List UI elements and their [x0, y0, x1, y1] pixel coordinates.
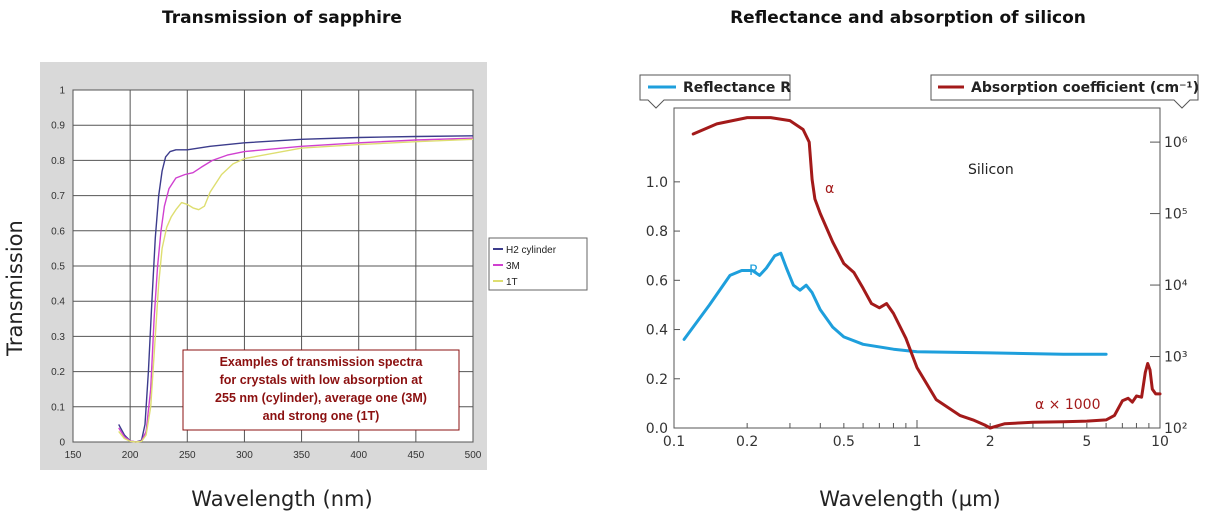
- legend-label-1t: 1T: [506, 277, 518, 288]
- series-line-1t: [118, 138, 474, 443]
- sapphire-annotation: Examples of transmission spectra for cry…: [182, 349, 460, 431]
- sapphire-chart: Transmission of sapphire 150 200 250 300 350…: [3, 8, 588, 511]
- x-tick-label: 10: [1151, 434, 1169, 450]
- sapphire-legend: H2 cylinder 3M 1T: [488, 237, 588, 291]
- annotation-line-3: 255 nm (cylinder), average one (3M): [215, 391, 427, 405]
- annotation-line-1: Examples of transmission spectra: [220, 355, 424, 369]
- silicon-x-axis-title: Wavelength (µm): [819, 487, 1000, 511]
- x-tick-label: 150: [65, 450, 82, 461]
- annotation-box: [182, 349, 460, 431]
- y-right-tick-label: 10⁶: [1164, 135, 1188, 151]
- y-right-tick-label: 10⁴: [1164, 278, 1188, 294]
- x-tick-label: 0.1: [663, 434, 685, 450]
- y-tick-label: 0: [59, 438, 65, 449]
- curve-label-alpha: α: [825, 181, 834, 197]
- series-line-reflectance: [682, 251, 1108, 356]
- y-left-tick-label: 0.0: [646, 421, 668, 437]
- x-tick-label: 0.2: [736, 434, 758, 450]
- y-left-tick-label: 1.0: [646, 175, 668, 191]
- x-tick-label: 400: [350, 450, 367, 461]
- curve-label-r: R: [749, 263, 759, 279]
- y-left-tick-label: 0.4: [646, 323, 668, 339]
- legend-label-3m: 3M: [506, 261, 520, 272]
- legend-label-reflectance: Reflectance R: [683, 80, 791, 96]
- sapphire-series-lines: [118, 135, 474, 443]
- x-tick-label: 2: [986, 434, 995, 450]
- y-tick-label: 0.7: [51, 191, 65, 202]
- x-tick-label: 1: [913, 434, 922, 450]
- y-tick-label: 0.4: [51, 297, 65, 308]
- x-tick-label: 200: [122, 450, 139, 461]
- x-tick-label: 0.5: [833, 434, 855, 450]
- series-line-absorption: [691, 116, 1162, 430]
- x-tick-label: 250: [179, 450, 196, 461]
- annotation-line-4: and strong one (1T): [263, 409, 380, 423]
- y-left-tick-label: 0.2: [646, 372, 668, 388]
- x-tick-label: 500: [465, 450, 482, 461]
- silicon-chart-title: Reflectance and absorption of silicon: [730, 8, 1086, 28]
- y-tick-label: 0.6: [51, 226, 65, 237]
- y-left-tick-label: 0.6: [646, 273, 668, 289]
- x-tick-label: 5: [1082, 434, 1091, 450]
- sapphire-x-axis-title: Wavelength (nm): [191, 487, 372, 511]
- silicon-plot-area: [673, 107, 1161, 429]
- sapphire-chart-title: Transmission of sapphire: [162, 8, 402, 28]
- sapphire-tick-labels: 150 200 250 300 350 400 450 500 0 0.1 0.2 0.3 0.4 0.5…: [51, 86, 482, 462]
- x-tick-label: 450: [408, 450, 425, 461]
- sapphire-legend-box: [488, 237, 588, 291]
- sapphire-y-axis-title: Transmission: [3, 220, 27, 357]
- silicon-series-lines: [682, 116, 1162, 430]
- y-right-tick-label: 10⁵: [1164, 207, 1187, 223]
- y-tick-label: 0.1: [51, 402, 65, 413]
- legend-callout-reflectance: [639, 74, 791, 109]
- y-right-tick-label: 10³: [1164, 350, 1187, 366]
- legend-label-h2-cylinder: H2 cylinder: [506, 245, 557, 256]
- y-left-tick-label: 0.8: [646, 224, 668, 240]
- y-tick-label: 1: [59, 86, 65, 97]
- y-tick-label: 0.5: [51, 262, 65, 273]
- x-tick-label: 300: [236, 450, 253, 461]
- y-tick-label: 0.3: [51, 332, 65, 343]
- silicon-tick-marks-and-labels: 0.1 0.2 0.5 1 2 5 10 0.0 0.2 0.4 0.6 0.8 1.0 10² 10³ 10…: [646, 135, 1188, 450]
- legend-label-absorption: Absorption coefficient (cm⁻¹): [971, 80, 1199, 96]
- annotation-line-2: for crystals with low absorption at: [220, 373, 424, 387]
- y-right-tick-label: 10²: [1164, 421, 1187, 437]
- y-tick-label: 0.8: [51, 156, 65, 167]
- silicon-chart: Reflectance and absorption of silicon Re…: [639, 8, 1199, 511]
- silicon-legend-right: Absorption coefficient (cm⁻¹): [930, 74, 1199, 109]
- sample-label-silicon: Silicon: [968, 162, 1014, 178]
- y-tick-label: 0.2: [51, 367, 65, 378]
- y-tick-label: 0.9: [51, 121, 65, 132]
- legend-callout-absorption: [930, 74, 1199, 109]
- silicon-legend-left: Reflectance R: [639, 74, 791, 109]
- x-tick-label: 350: [293, 450, 310, 461]
- curve-label-alpha-times-1000: α × 1000: [1035, 397, 1101, 413]
